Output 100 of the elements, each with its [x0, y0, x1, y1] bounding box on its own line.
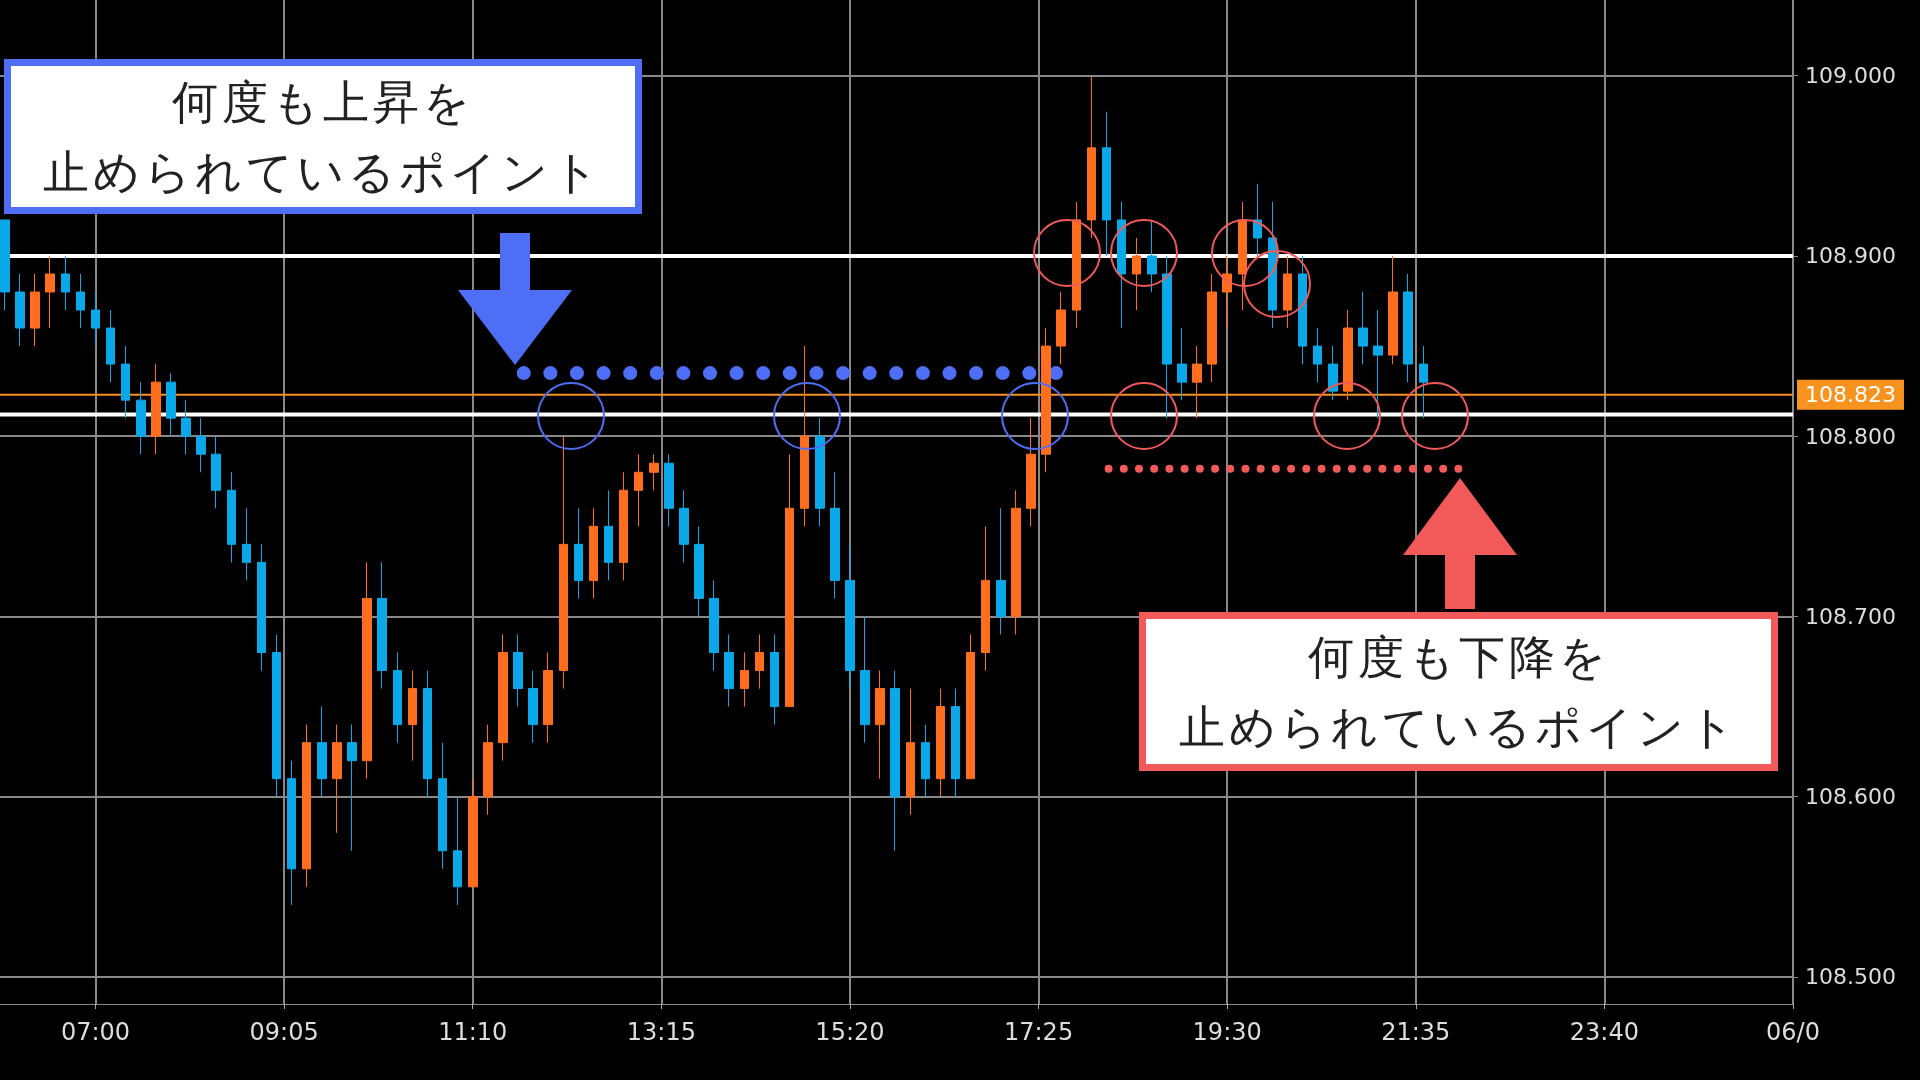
candlestick [1056, 291, 1066, 365]
candlestick [393, 652, 402, 744]
candlestick [800, 345, 809, 527]
candlestick [1328, 345, 1338, 401]
candlestick [1162, 255, 1172, 419]
candlestick [543, 652, 553, 744]
candlestick [1419, 345, 1428, 419]
candlestick [785, 453, 794, 708]
x-tick-label: 06/0 [1766, 1018, 1820, 1046]
candlestick [45, 255, 55, 329]
candlestick [709, 579, 719, 672]
candlestick [996, 507, 1006, 635]
candlestick [1343, 309, 1353, 401]
candlestick [981, 525, 990, 672]
candlestick [106, 309, 115, 383]
candlestick [1283, 255, 1292, 329]
candlestick [408, 670, 417, 762]
y-tick-label: 108.900 [1805, 243, 1896, 269]
candlestick [604, 489, 613, 581]
candlestick [528, 670, 538, 744]
candlestick [619, 471, 628, 581]
candlestick [1207, 273, 1217, 383]
candlestick [1238, 201, 1247, 311]
candlestick [438, 742, 447, 870]
y-tick-label: 108.700 [1805, 603, 1896, 629]
candlestick [287, 760, 296, 906]
candlestick [272, 633, 281, 798]
candlestick [166, 372, 176, 437]
candlestick [1011, 489, 1021, 635]
candlestick [362, 561, 372, 780]
candlestick [1192, 345, 1202, 419]
candlestick [1253, 183, 1262, 257]
annotation: 何度も下降を止められているポイント [1139, 612, 1778, 771]
candlestick [679, 489, 689, 563]
candlestick [513, 633, 523, 708]
candlestick [860, 615, 870, 744]
candlestick [936, 688, 945, 798]
candlestick [15, 273, 25, 347]
candlestick [196, 417, 206, 473]
candlestick [740, 652, 749, 708]
candlestick [302, 724, 311, 888]
candlestick [906, 688, 915, 816]
candlestick [257, 543, 266, 672]
candlestick [815, 417, 825, 527]
candlestick [1358, 291, 1368, 365]
candlestick [181, 399, 191, 455]
candlestick [332, 724, 342, 834]
candlestick [76, 273, 85, 329]
y-tick-label: 108.500 [1805, 964, 1896, 990]
candlestick [0, 219, 10, 311]
x-tick-label: 11:10 [438, 1018, 508, 1046]
x-tick-label: 15:20 [815, 1018, 885, 1046]
candlestick [1102, 111, 1111, 257]
candlestick [30, 273, 40, 347]
candlestick [317, 706, 327, 798]
candlestick [227, 471, 236, 563]
x-tick-label: 17:25 [1003, 1018, 1074, 1046]
candlestick [121, 345, 130, 419]
candlestick [559, 435, 568, 690]
candlestick [498, 633, 508, 762]
candlestick [423, 670, 432, 798]
candlestick [1117, 201, 1126, 329]
candlestick [694, 525, 704, 617]
candlestick [91, 291, 100, 347]
candlestick [649, 453, 659, 491]
candlestick [574, 507, 583, 599]
x-tick-label: 19:30 [1192, 1018, 1262, 1046]
candlestick [634, 453, 643, 527]
candlestick [755, 633, 764, 690]
candlestick [1388, 255, 1398, 365]
candlestick [1087, 75, 1096, 239]
candlestick [1313, 327, 1322, 383]
x-tick-label: 09:05 [249, 1018, 319, 1046]
y-tick-label: 108.600 [1805, 784, 1896, 810]
candlestick [136, 381, 146, 455]
candlestick [1403, 273, 1413, 383]
candlestick [1132, 237, 1141, 311]
x-tick-label: 13:15 [626, 1018, 696, 1046]
candlestick [347, 724, 357, 852]
candlestick [1026, 417, 1036, 527]
candlestick [1177, 327, 1187, 401]
y-tick-label: 109.000 [1805, 63, 1896, 89]
candlestick [770, 633, 779, 726]
candlestick [483, 724, 493, 816]
x-tick-label: 07:00 [60, 1018, 131, 1046]
candlestick [211, 435, 221, 509]
candlestick [845, 543, 855, 690]
candlestick [1298, 255, 1307, 365]
x-tick-label: 21:35 [1381, 1018, 1451, 1046]
candlestick [875, 670, 885, 780]
candlestick [724, 633, 734, 708]
candlestick [151, 363, 161, 455]
candlestick [61, 255, 70, 311]
ref-line-label: 108.823 [1805, 382, 1896, 408]
x-tick-label: 23:40 [1569, 1018, 1639, 1046]
candlestick [664, 453, 674, 527]
candlestick [1041, 327, 1051, 473]
y-tick-label: 108.800 [1805, 423, 1896, 449]
candlestick [921, 724, 930, 798]
candlestick [453, 796, 462, 906]
